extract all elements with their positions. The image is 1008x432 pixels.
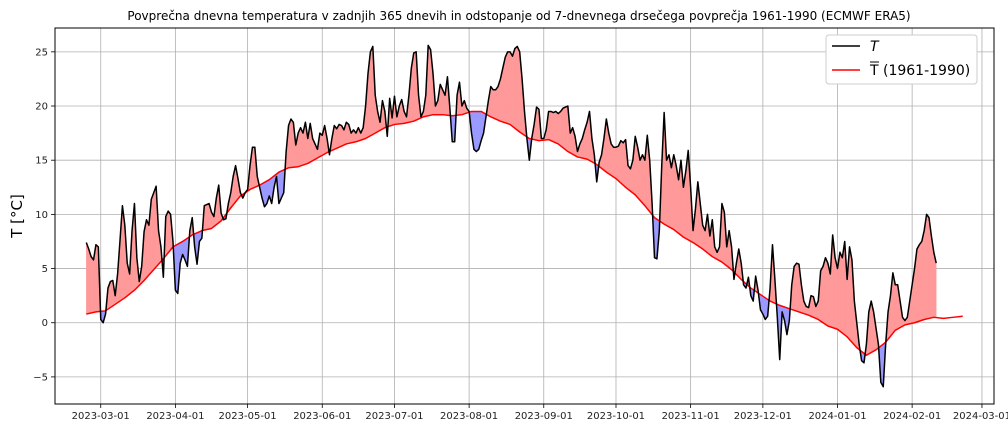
warm-anomaly-fill [613,146,617,179]
warm-anomaly-fill [517,46,520,133]
warm-anomaly-fill [505,51,508,124]
warm-anomaly-fill [560,107,564,149]
warm-anomaly-fill [512,48,516,129]
cold-anomaly-fill [476,111,479,152]
x-axis: 2023-03-01 2023-04-01 2023-05-01 2023-06-01… [72,404,1008,422]
warm-anomaly-fill [620,140,624,186]
warm-anomaly-fill [151,192,154,273]
x-tick-label: 2023-12-01 [734,411,792,422]
warm-anomaly-fill [825,257,829,327]
warm-anomaly-fill [916,243,920,323]
warm-anomaly-fill [319,132,323,158]
legend-box [825,34,978,85]
warm-anomaly-fill [919,240,922,322]
warm-anomaly-fill [110,280,113,308]
warm-anomaly-fill [290,118,294,168]
warm-anomaly-fill [810,295,814,318]
warm-anomaly-fill [639,154,643,204]
warm-anomaly-fill [509,51,513,127]
y-axis: −5 0 5 10 15 20 25 [33,47,55,383]
warm-anomaly-fill [90,256,94,314]
x-tick-label: 2023-05-01 [219,411,277,422]
x-tick-label: 2023-07-01 [365,411,423,422]
warm-anomaly-fill [370,46,374,137]
warm-anomaly-fill [926,213,930,320]
y-tick-label: −5 [33,372,48,383]
warm-anomaly-fill [555,110,559,145]
y-tick-label: 15 [35,156,48,167]
cold-anomaly-fill [473,111,477,152]
x-tick-label: 2023-11-01 [662,411,720,422]
x-tick-label: 2023-03-01 [72,411,130,422]
x-tick-label: 2023-06-01 [293,411,351,422]
y-tick-label: 0 [42,318,48,329]
warm-anomaly-fill [895,284,898,331]
warm-anomaly-fill [146,219,150,279]
warm-anomaly-fill [822,257,826,325]
warm-anomaly-fill [618,140,622,184]
warm-anomaly-fill [565,105,569,152]
warm-anomaly-fill [623,139,626,188]
warm-anomaly-fill [615,145,619,182]
warm-anomaly-fill [338,124,342,148]
y-tick-label: 25 [35,47,48,58]
warm-anomaly-fill [550,111,554,143]
warm-anomaly-fill [252,146,256,189]
warm-anomaly-fill [796,262,800,313]
warm-anomaly-fill [558,110,561,147]
warm-anomaly-fill [642,154,646,207]
warm-anomaly-fill [493,89,496,120]
chart-title: Povprečna dnevna temperatura v zadnjih 3… [127,9,910,23]
x-tick-label: 2023-09-01 [515,411,573,422]
warm-anomaly-fill [793,262,797,312]
y-tick-label: 20 [35,102,48,113]
warm-anomaly-fill [921,230,925,321]
observed-temperature-line [85,44,937,388]
warm-anomaly-fill [86,242,89,315]
x-tick-label: 2024-02-01 [883,411,941,422]
warm-anomaly-fill [562,106,566,151]
warm-anomaly-fill [153,186,157,271]
warm-anomaly-fill [490,85,494,119]
legend-label-climatology: T (1961-1990) [869,63,970,79]
warm-anomaly-fill [495,85,499,121]
warm-anomaly-fill [413,51,417,122]
y-tick-label: 5 [42,264,48,275]
warm-anomaly-fill [507,51,511,125]
plot-frame [54,27,995,405]
legend-label-observed: T [870,39,880,55]
x-tick-label: 2023-10-01 [587,411,645,422]
warm-anomaly-fill [839,252,843,334]
x-tick-label: 2023-08-01 [440,411,498,422]
y-axis-label: T [°C] [8,194,26,239]
x-tick-label: 2024-01-01 [808,411,866,422]
warm-anomaly-fill [206,203,210,230]
climatology-line [86,110,963,356]
warm-anomaly-fill [427,44,431,117]
warm-anomaly-fill [553,111,556,144]
x-tick-label: 2023-04-01 [146,411,204,422]
series-lines [85,44,963,388]
warm-anomaly-fill [666,154,670,228]
warm-anomaly-fill [88,248,92,314]
warm-anomaly-fill [548,111,552,141]
warm-anomaly-fill [610,143,614,178]
y-tick-label: 10 [35,210,48,221]
warm-anomaly-fill [514,45,518,131]
legend: T T (1961-1990) [825,34,978,85]
x-tick-label: 2024-03-01 [953,411,1008,422]
